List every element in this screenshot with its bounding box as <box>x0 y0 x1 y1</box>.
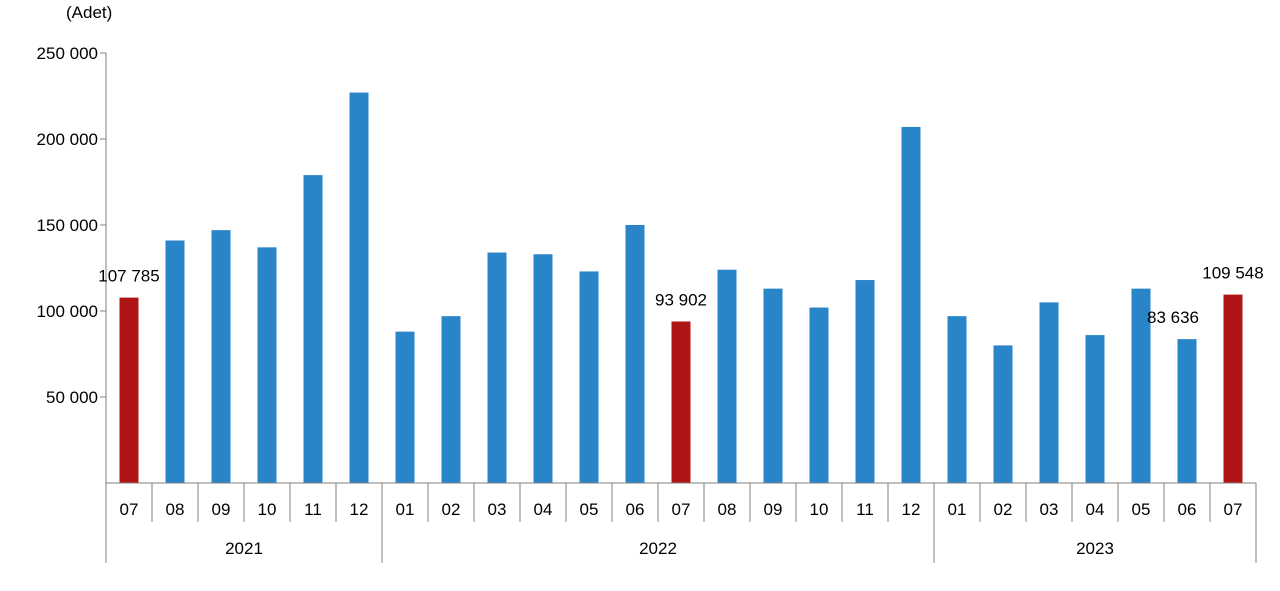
bar <box>165 240 185 483</box>
bar-highlight <box>671 321 691 483</box>
bar <box>625 225 645 483</box>
x-tick-label: 01 <box>396 500 415 519</box>
data-label: 93 902 <box>655 290 707 309</box>
bar <box>1177 339 1197 483</box>
x-tick-label: 07 <box>672 500 691 519</box>
bar <box>303 175 323 483</box>
bar <box>211 230 231 483</box>
y-axis-unit-label: (Adet) <box>66 3 112 22</box>
x-tick-label: 12 <box>902 500 921 519</box>
bar <box>487 252 507 483</box>
bar <box>717 269 737 483</box>
x-tick-label: 10 <box>258 500 277 519</box>
x-tick-label: 04 <box>534 500 553 519</box>
x-tick-label: 06 <box>626 500 645 519</box>
bar <box>763 288 783 483</box>
y-tick-label: 250 000 <box>37 44 98 63</box>
x-tick-label: 05 <box>580 500 599 519</box>
x-tick-label: 06 <box>1178 500 1197 519</box>
data-label: 109 548 <box>1202 264 1263 283</box>
bar <box>901 126 921 484</box>
bar <box>1131 288 1151 483</box>
x-tick-label: 02 <box>442 500 461 519</box>
data-label: 83 636 <box>1147 308 1199 327</box>
bar <box>533 254 553 483</box>
bar <box>395 331 415 483</box>
bar <box>349 92 369 483</box>
bar <box>257 247 277 483</box>
bar <box>809 307 829 483</box>
x-tick-label: 11 <box>304 500 322 519</box>
x-tick-label: 08 <box>166 500 185 519</box>
bar <box>947 316 967 483</box>
bar <box>993 345 1013 483</box>
bar <box>441 316 461 483</box>
bar <box>1039 302 1059 483</box>
y-tick-label: 200 000 <box>37 130 98 149</box>
y-tick-label: 100 000 <box>37 302 98 321</box>
year-label: 2022 <box>639 539 677 558</box>
x-axis: 07 08 09 10 11 12 01 02 03 04 05 06 07 08 09 10 11 12 01 02… <box>105 482 1257 563</box>
x-tick-label: 09 <box>764 500 783 519</box>
x-tick-label: 04 <box>1086 500 1105 519</box>
bar-highlight <box>1223 294 1243 483</box>
year-label: 2021 <box>225 539 263 558</box>
data-labels-group: 107 785 93 902 83 636 109 548 <box>98 264 1263 328</box>
x-tick-label: 02 <box>994 500 1013 519</box>
bar <box>1085 335 1105 483</box>
x-tick-label: 01 <box>948 500 967 519</box>
bars-group <box>119 92 1243 484</box>
x-tick-label: 08 <box>718 500 737 519</box>
bar-highlight <box>119 297 139 483</box>
x-tick-label: 10 <box>810 500 829 519</box>
data-label: 107 785 <box>98 267 159 286</box>
x-tick-label: 12 <box>350 500 369 519</box>
bar <box>579 271 599 483</box>
y-tick-label: 150 000 <box>37 216 98 235</box>
x-tick-label: 07 <box>1224 500 1243 519</box>
x-tick-label: 03 <box>1040 500 1059 519</box>
bar <box>855 280 875 483</box>
x-tick-label: 11 <box>856 500 874 519</box>
x-tick-label: 03 <box>488 500 507 519</box>
year-label: 2023 <box>1076 539 1114 558</box>
x-tick-label: 05 <box>1132 500 1151 519</box>
y-axis: 50 000 100 000 150 000 200 000 250 000 <box>37 44 107 483</box>
y-tick-label: 50 000 <box>46 388 98 407</box>
x-tick-label: 09 <box>212 500 231 519</box>
x-tick-label: 07 <box>120 500 139 519</box>
